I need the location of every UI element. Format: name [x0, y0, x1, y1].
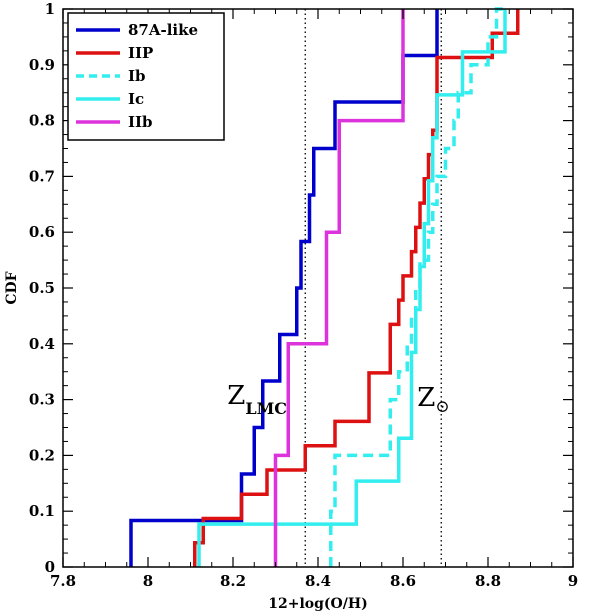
legend: 87A-like IIP Ib Ic IIb: [67, 12, 225, 141]
z-lmc-annotation: ZLMC: [227, 381, 287, 418]
series-line-iip: [193, 9, 520, 567]
z-solar-annotation: Z⊙: [417, 383, 449, 417]
y-tick-label: 0.1: [29, 502, 55, 520]
y-tick-label: 0.7: [29, 167, 55, 185]
z-solar-main: Z: [417, 383, 435, 413]
z-lmc-main: Z: [227, 381, 245, 411]
x-tick-label: 8.4: [305, 572, 331, 590]
legend-label-iib: IIb: [128, 113, 153, 131]
y-tick-label: 0.9: [29, 56, 55, 74]
x-tick-label: 8: [143, 572, 153, 590]
series-lines: [129, 7, 520, 567]
y-tick-label: 0.5: [29, 279, 55, 297]
x-tick-label: 9: [568, 572, 578, 590]
z-solar-sub: ⊙: [435, 397, 449, 417]
series-line-ib: [329, 7, 505, 567]
legend-label-87a-like: 87A-like: [128, 21, 198, 39]
x-axis-label: 12+log(O/H): [268, 596, 367, 612]
axis-tick-labels: 7.8 8 8.2 8.4 8.6 8.8 9 0 0.1 0.2 0.3 0.4 0.5 0.6 0.7 0…: [29, 0, 578, 590]
series-line-ic: [197, 9, 507, 567]
axis-ticks: [62, 8, 574, 568]
y-tick-label: 0: [45, 558, 55, 576]
reference-lines: [304, 9, 442, 567]
x-tick-label: 8.8: [475, 572, 501, 590]
y-tick-label: 0.8: [29, 112, 55, 130]
series-line-iib: [273, 9, 405, 567]
z-lmc-sub: LMC: [245, 399, 287, 418]
x-tick-label: 7.8: [50, 572, 76, 590]
y-tick-label: 0.2: [29, 446, 55, 464]
legend-label-iip: IIP: [128, 44, 153, 62]
series-line-87a-like: [129, 9, 439, 567]
legend-label-ic: Ic: [128, 90, 144, 108]
reference-annotations: ZLMC Z⊙: [227, 381, 449, 418]
y-axis-label: CDF: [4, 271, 20, 304]
y-tick-label: 0.4: [29, 335, 55, 353]
x-tick-label: 8.6: [390, 572, 416, 590]
legend-label-ib: Ib: [128, 67, 146, 85]
y-tick-label: 0.3: [29, 391, 55, 409]
y-tick-label: 0.6: [29, 223, 55, 241]
y-tick-label: 1: [45, 0, 55, 18]
x-tick-label: 8.2: [220, 572, 246, 590]
